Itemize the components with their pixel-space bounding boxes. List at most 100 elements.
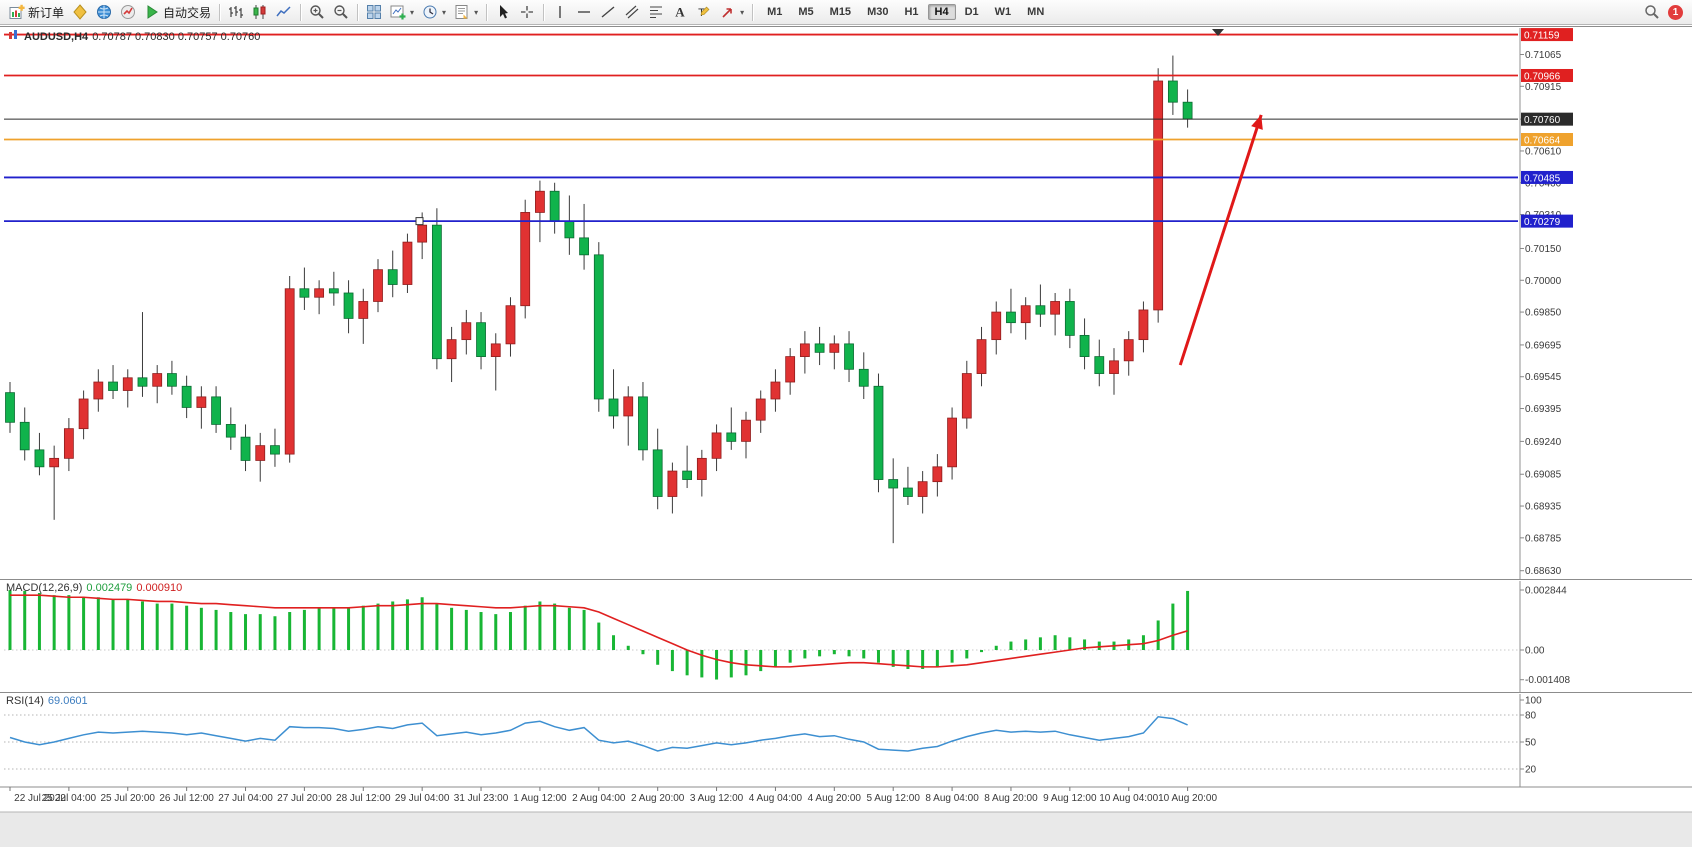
autotrading-button-label: 自动交易 bbox=[163, 5, 212, 20]
timeframe-d1-button[interactable]: D1 bbox=[964, 6, 979, 18]
template-icon bbox=[454, 4, 470, 20]
svg-text:0.68935: 0.68935 bbox=[1525, 502, 1562, 513]
arrows-button[interactable]: ▾ bbox=[716, 1, 748, 23]
signals-button[interactable] bbox=[116, 1, 140, 23]
timeframe-m1-button[interactable]: M1 bbox=[767, 6, 783, 18]
label-icon: T bbox=[696, 4, 712, 20]
price-badge bbox=[1521, 133, 1573, 147]
new-order-icon bbox=[9, 4, 25, 20]
horizontal-line-icon bbox=[576, 4, 592, 20]
trendline-button[interactable] bbox=[596, 1, 620, 23]
line-chart-button[interactable] bbox=[272, 1, 296, 23]
market-watch-button[interactable] bbox=[92, 1, 116, 23]
new-order-button[interactable]: 新订单 bbox=[5, 1, 68, 23]
chevron-down-icon: ▾ bbox=[410, 7, 415, 17]
svg-text:100: 100 bbox=[1525, 696, 1542, 707]
svg-text:2 Aug 20:00: 2 Aug 20:00 bbox=[631, 793, 685, 804]
chart-shift-marker[interactable] bbox=[1212, 29, 1224, 36]
symbol-timeframe-label: AUDUSD,H4 bbox=[24, 30, 89, 43]
rsi-line bbox=[9, 716, 1188, 752]
zoom-out-button[interactable] bbox=[329, 1, 353, 23]
svg-text:0.70150: 0.70150 bbox=[1525, 244, 1562, 255]
svg-text:10 Aug 20:00: 10 Aug 20:00 bbox=[1158, 793, 1217, 804]
svg-text:0.69240: 0.69240 bbox=[1525, 437, 1562, 448]
fibonacci-button[interactable] bbox=[644, 1, 668, 23]
globe-icon bbox=[96, 4, 112, 20]
horizontal-line-button[interactable] bbox=[572, 1, 596, 23]
candlestick-chart-button[interactable] bbox=[248, 1, 272, 23]
notification-badge[interactable]: 1 bbox=[1668, 4, 1683, 20]
svg-text:5 Aug 12:00: 5 Aug 12:00 bbox=[867, 793, 921, 804]
rsi-indicator-label: RSI(14) 69.0601 bbox=[6, 695, 88, 707]
timeframe-mn-button[interactable]: MN bbox=[1027, 6, 1045, 18]
chevron-down-icon: ▾ bbox=[474, 7, 479, 17]
timeframe-h4-button[interactable]: H4 bbox=[927, 4, 956, 20]
candlestick-icon bbox=[252, 4, 268, 20]
price-badge bbox=[1521, 170, 1573, 184]
zoom-out-icon bbox=[333, 4, 349, 20]
channel-icon bbox=[624, 4, 640, 20]
channel-button[interactable] bbox=[620, 1, 644, 23]
label-button[interactable]: T bbox=[692, 1, 716, 23]
timeframe-toolbar: M1 M5 M15 M30 H1 H4 D1 W1 MN bbox=[759, 4, 1052, 20]
chevron-down-icon: ▾ bbox=[740, 7, 745, 17]
trend-arrow[interactable] bbox=[1178, 114, 1263, 366]
svg-text:27 Jul 04:00: 27 Jul 04:00 bbox=[218, 793, 273, 804]
chart-title: AUDUSD,H4 0.70787 0.70830 0.70757 0.7076… bbox=[8, 29, 260, 44]
search-icon bbox=[1644, 4, 1660, 20]
metaeditor-button[interactable] bbox=[68, 1, 92, 23]
crosshair-button[interactable] bbox=[515, 1, 539, 23]
svg-text:26 Jul 12:00: 26 Jul 12:00 bbox=[159, 793, 214, 804]
tile-windows-button[interactable] bbox=[362, 1, 386, 23]
toolbar-separator bbox=[752, 3, 754, 21]
timeframe-h1-button[interactable]: H1 bbox=[904, 6, 919, 18]
toolbar-separator bbox=[357, 3, 359, 21]
timeframe-m5-button[interactable]: M5 bbox=[798, 6, 814, 18]
toolbar-separator bbox=[219, 3, 221, 21]
timeframe-m15-button[interactable]: M15 bbox=[829, 6, 852, 18]
svg-text:0.70966: 0.70966 bbox=[1524, 71, 1561, 82]
zoom-in-button[interactable] bbox=[305, 1, 329, 23]
clock-icon bbox=[422, 4, 438, 20]
svg-text:0.69695: 0.69695 bbox=[1525, 340, 1562, 351]
svg-text:0.70279: 0.70279 bbox=[1524, 217, 1561, 228]
chart-background bbox=[0, 25, 1692, 847]
vertical-line-button[interactable] bbox=[548, 1, 572, 23]
timeframe-w1-button[interactable]: W1 bbox=[994, 6, 1012, 18]
signal-icon bbox=[120, 4, 136, 20]
svg-text:2 Aug 04:00: 2 Aug 04:00 bbox=[572, 793, 626, 804]
cursor-button[interactable] bbox=[491, 1, 515, 23]
ohlc-values: 0.70787 0.70830 0.70757 0.70760 bbox=[92, 30, 261, 43]
autotrading-button[interactable]: 自动交易 bbox=[140, 1, 215, 23]
macd-name: MACD(12,26,9) bbox=[6, 582, 83, 594]
svg-text:0.68785: 0.68785 bbox=[1525, 533, 1562, 544]
svg-text:0.00: 0.00 bbox=[1525, 646, 1545, 657]
timeframe-m30-button[interactable]: M30 bbox=[867, 6, 889, 18]
price-badges: 0.71159 0.70966 0.70760 0.70664 0.70485 0.702… bbox=[1521, 28, 1573, 228]
bar-chart-button[interactable] bbox=[224, 1, 248, 23]
svg-text:-0.001408: -0.001408 bbox=[1525, 675, 1570, 686]
svg-text:80: 80 bbox=[1525, 711, 1537, 722]
line-selection-handle[interactable] bbox=[415, 217, 424, 226]
search-button[interactable] bbox=[1640, 1, 1664, 23]
toolbar-separator bbox=[486, 3, 488, 21]
chevron-down-icon: ▾ bbox=[442, 7, 447, 17]
svg-text:0.70664: 0.70664 bbox=[1524, 135, 1561, 146]
svg-text:0.70000: 0.70000 bbox=[1525, 276, 1562, 287]
text-icon: A bbox=[672, 4, 688, 20]
svg-text:0.69085: 0.69085 bbox=[1525, 470, 1562, 481]
price-badge bbox=[1521, 214, 1573, 228]
templates-button[interactable]: ▾ bbox=[450, 1, 482, 23]
text-button[interactable]: A bbox=[668, 1, 692, 23]
svg-text:0.70610: 0.70610 bbox=[1525, 146, 1562, 157]
macd-signal-value: 0.000910 bbox=[136, 582, 183, 594]
vertical-line-icon bbox=[552, 4, 568, 20]
new-chart-button[interactable]: ▾ bbox=[386, 1, 418, 23]
macd-main-value: 0.002479 bbox=[86, 582, 133, 594]
profiles-button[interactable]: ▾ bbox=[418, 1, 450, 23]
macd-signal-line bbox=[10, 594, 1188, 668]
bottom-filler bbox=[0, 812, 1692, 847]
macd-indicator-label: MACD(12,26,9) 0.002479 0.000910 bbox=[6, 582, 182, 594]
play-icon bbox=[144, 4, 160, 20]
svg-text:0.71159: 0.71159 bbox=[1524, 30, 1560, 41]
